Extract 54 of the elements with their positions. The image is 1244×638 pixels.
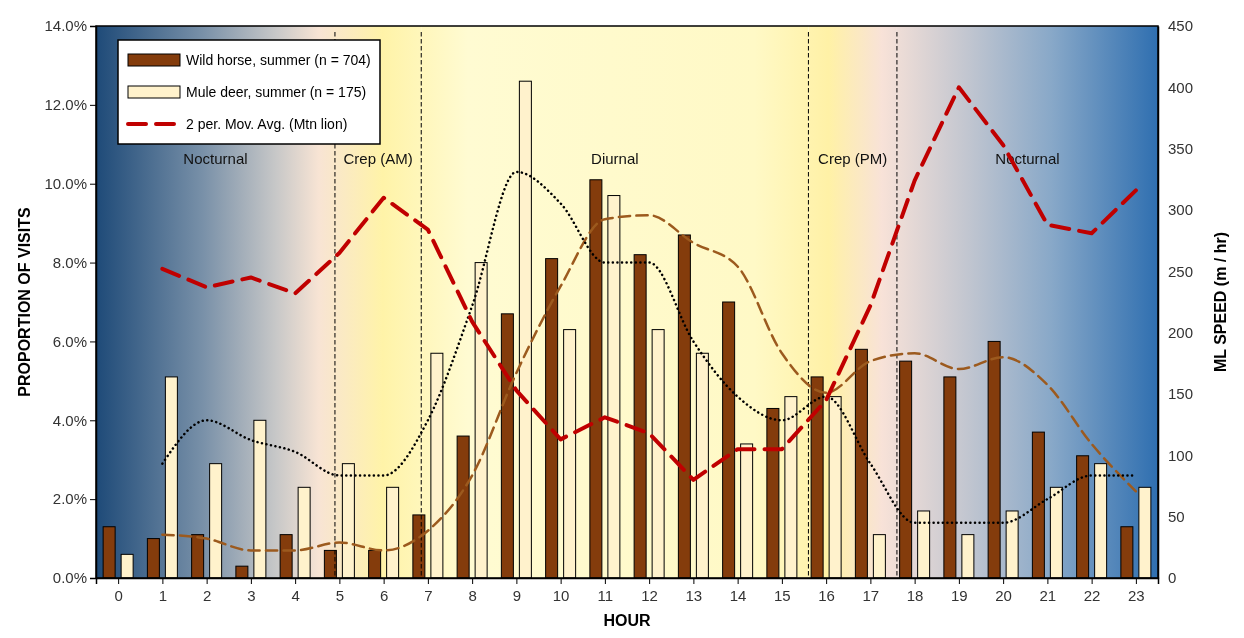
x-tick-label: 3 bbox=[247, 586, 256, 604]
x-tick-label: 4 bbox=[291, 586, 300, 604]
y-tick-label: 14.0% bbox=[44, 17, 87, 35]
x-tick-label: 14 bbox=[729, 586, 747, 604]
legend-label: 2 per. Mov. Avg. (Mtn lion) bbox=[186, 116, 348, 132]
x-tick-label: 13 bbox=[685, 586, 703, 604]
y2-axis-title: ML SPEED (m / hr) bbox=[1212, 231, 1229, 373]
y-tick-label: 6.0% bbox=[52, 332, 87, 350]
y-tick-label: 4.0% bbox=[52, 411, 87, 429]
x-tick-label: 2 bbox=[202, 586, 212, 604]
x-tick-label: 10 bbox=[552, 586, 570, 604]
band-label: Nocturnal bbox=[183, 150, 248, 167]
x-tick-label: 6 bbox=[379, 586, 389, 604]
x-tick-label: 18 bbox=[906, 586, 924, 604]
y2-tick-label: 150 bbox=[1168, 385, 1194, 403]
x-tick-label: 19 bbox=[951, 586, 968, 604]
y2-tick-label: 300 bbox=[1168, 201, 1194, 219]
band-label: Crep (PM) bbox=[818, 150, 888, 167]
y2-tick-label: 50 bbox=[1168, 507, 1185, 525]
y2-tick-label: 350 bbox=[1168, 139, 1194, 157]
x-tick-label: 11 bbox=[597, 586, 614, 604]
x-tick-label: 17 bbox=[862, 586, 880, 604]
x-tick-label: 7 bbox=[424, 586, 433, 604]
y-tick-label: 10.0% bbox=[44, 175, 87, 193]
line-series bbox=[160, 85, 1138, 482]
x-tick-label: 8 bbox=[468, 586, 477, 604]
y-tick-label: 2.0% bbox=[52, 490, 87, 508]
x-tick-label: 20 bbox=[995, 586, 1012, 604]
band-label: Diurnal bbox=[591, 150, 639, 167]
x-tick-label: 5 bbox=[335, 586, 345, 604]
x-tick-label: 12 bbox=[641, 586, 658, 604]
y2-tick-label: 100 bbox=[1168, 446, 1194, 464]
x-tick-label: 16 bbox=[818, 586, 835, 604]
line-series bbox=[161, 214, 1138, 552]
x-axis-title: HOUR bbox=[603, 612, 651, 629]
y-tick-label: 8.0% bbox=[52, 253, 87, 271]
y-tick-label: 12.0% bbox=[44, 96, 87, 114]
x-tick-label: 21 bbox=[1039, 586, 1057, 604]
x-tick-label: 15 bbox=[774, 586, 791, 604]
legend-label: Wild horse, summer (n = 704) bbox=[186, 52, 371, 68]
y2-tick-label: 450 bbox=[1168, 17, 1194, 35]
x-tick-label: 22 bbox=[1083, 586, 1101, 604]
legend-label: Mule deer, summer (n = 175) bbox=[186, 84, 367, 100]
band-label: Crep (AM) bbox=[343, 150, 413, 167]
y-axis-title: PROPORTION OF VISITS bbox=[16, 207, 33, 397]
y2-tick-label: 0 bbox=[1168, 569, 1177, 587]
x-tick-label: 9 bbox=[512, 586, 522, 604]
y2-tick-label: 400 bbox=[1168, 78, 1194, 96]
y2-tick-label: 200 bbox=[1168, 323, 1194, 341]
x-tick-label: 0 bbox=[114, 586, 123, 604]
y2-tick-label: 250 bbox=[1168, 262, 1194, 280]
y-tick-label: 0.0% bbox=[52, 569, 87, 587]
x-tick-label: 1 bbox=[158, 586, 168, 604]
x-tick-label: 23 bbox=[1128, 586, 1145, 604]
